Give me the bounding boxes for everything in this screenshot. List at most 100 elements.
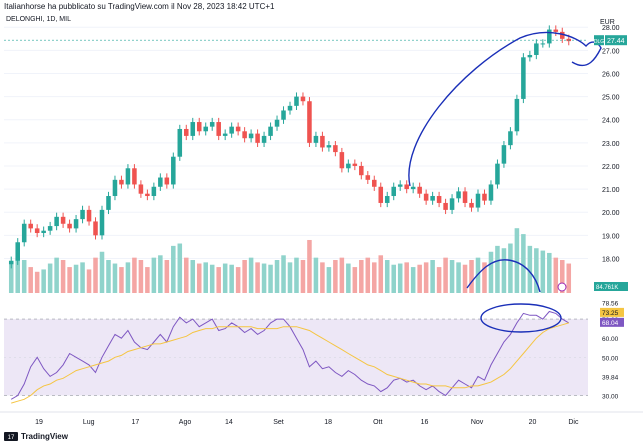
annotation-curve (408, 31, 602, 187)
volume-bar (8, 263, 14, 293)
volume-bar (132, 257, 137, 293)
volume-bar (534, 248, 539, 293)
axis-labels: 28.00 27.00 26.00 25.00 24.00 23.00 22.00 21.00… (557, 25, 628, 400)
tradingview-logo-text: 17 (8, 435, 15, 441)
last-price-badge-bg (605, 35, 627, 46)
volume-bar (346, 263, 351, 293)
volume-bar (527, 245, 533, 293)
x-tick-label: 17 (132, 419, 140, 426)
symbol-badge-bg (594, 35, 604, 46)
candle-body (339, 152, 345, 169)
candle-body (177, 128, 183, 157)
volume-bar (209, 264, 215, 293)
candle-body (365, 175, 371, 180)
volume-bar (93, 257, 98, 293)
volume-bar (34, 271, 40, 293)
candle-body (274, 119, 280, 127)
candle-body (73, 219, 79, 229)
volume-bar (151, 257, 157, 293)
volume-bar (547, 252, 552, 293)
candle-body (184, 128, 189, 136)
candle-body (281, 110, 286, 120)
volume-bar (281, 255, 286, 293)
candle-body (333, 145, 338, 153)
volume-bar (320, 262, 325, 293)
volume-bar (553, 257, 559, 293)
candle-body (34, 228, 40, 234)
candle-body (119, 179, 124, 185)
price-grid (4, 26, 588, 259)
price-tick-label: 19.00 (602, 233, 620, 240)
price-tick-label: 27.00 (602, 48, 620, 55)
candle-body (222, 133, 228, 136)
candle-body (112, 179, 118, 197)
volume-bar (294, 257, 299, 293)
rsi-tick-label: 78.56 (602, 301, 619, 308)
annotations (408, 31, 602, 333)
candle-body (86, 209, 92, 222)
candle-body (47, 226, 53, 231)
candle-body (125, 168, 131, 185)
candle-body (495, 163, 500, 185)
candle-body (151, 186, 157, 197)
rsi-value-badge-bg (600, 307, 624, 317)
candle-body (391, 186, 396, 197)
volume-bar (410, 267, 416, 293)
volume-bar (255, 262, 260, 293)
rsi-value-label: 68.04 (602, 320, 619, 327)
volume-bar (67, 267, 72, 293)
volume-bar (145, 267, 150, 293)
candle-body (359, 165, 364, 176)
candle-body (560, 31, 565, 39)
candle-body (15, 242, 20, 261)
x-tick-label: 18 (324, 419, 332, 426)
symbol-badge: DLG (594, 39, 604, 45)
volume-bar (268, 264, 273, 293)
volume-bar (482, 262, 487, 293)
x-axis: 19 Lug 17 Ago 14 Set 18 Ott 16 Nov 20 Dic (0, 411, 643, 426)
price-tick-label: 25.00 (602, 95, 620, 102)
candle-body (527, 54, 533, 58)
rsi-tick-label: 60.00 (602, 336, 619, 343)
volume-bar (359, 260, 364, 293)
volume-bar (339, 257, 345, 293)
volume-bar (54, 257, 59, 293)
candle-body (443, 202, 448, 210)
candle-body (93, 221, 98, 236)
candle-body (475, 193, 481, 208)
candle-body (456, 191, 461, 199)
volume-bar (190, 260, 196, 293)
candle-body (346, 163, 351, 169)
volume-bar (47, 263, 53, 293)
candle-body (417, 186, 422, 194)
candle-body (488, 184, 494, 201)
candle-body (80, 209, 85, 220)
volume-bar (313, 257, 319, 293)
volume-bar (384, 260, 390, 293)
candle-body (164, 177, 170, 185)
x-tick-label: Ago (179, 419, 192, 426)
candle-body (307, 101, 312, 143)
price-tick-label: 21.00 (602, 187, 620, 194)
volume-bar (119, 267, 124, 293)
candle-body (449, 198, 455, 210)
candle-body (436, 196, 442, 203)
candle-body (67, 223, 72, 229)
volume-bar (112, 263, 118, 293)
volume-bar (495, 245, 500, 293)
candle-body (196, 122, 202, 132)
volume-bar (235, 267, 241, 293)
volume-bar (177, 243, 183, 293)
candle-body (397, 184, 403, 187)
x-tick-label: Dic (568, 419, 579, 426)
price-tick-label: 20.00 (602, 210, 620, 217)
rsi-lines (10, 310, 570, 404)
volume-bar (125, 262, 131, 293)
candle-body (404, 184, 409, 190)
candle-body (540, 43, 546, 45)
candle-body (203, 126, 208, 132)
candle-body (248, 133, 254, 139)
candle-body (534, 43, 539, 55)
volume-bar (365, 257, 371, 293)
rsi-value-badge-bg (600, 317, 624, 327)
